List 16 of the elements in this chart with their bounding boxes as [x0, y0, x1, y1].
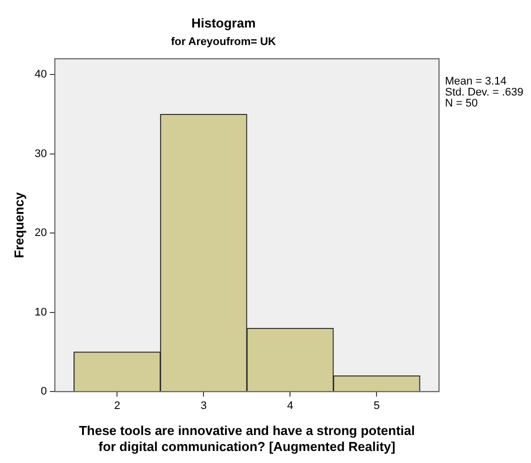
- x-tick-label: 4: [287, 400, 294, 412]
- text: Std. Dev. = .639: [445, 86, 524, 98]
- y-tick-label: 0: [40, 386, 47, 398]
- x-tick-label: 3: [200, 400, 207, 412]
- chart-title: Histogram: [191, 15, 256, 30]
- y-axis-title: Frequency: [11, 192, 26, 258]
- text: N = 50: [445, 97, 478, 110]
- y-tick-label: 30: [34, 148, 47, 160]
- y-tick-label: 10: [34, 306, 47, 318]
- x-axis-title: These tools are innovative and have a strong potential for digital communication? [Augmented Reality]: [78, 423, 415, 454]
- chart-subtitle: for Areyoufrom= UK: [170, 36, 276, 48]
- text: Mean = 3.14: [445, 75, 506, 88]
- y-tick-label: 40: [34, 68, 47, 81]
- x-tick-label: 5: [374, 400, 380, 412]
- x-tick-label: 2: [114, 400, 120, 412]
- y-tick-label: 20: [34, 227, 47, 240]
